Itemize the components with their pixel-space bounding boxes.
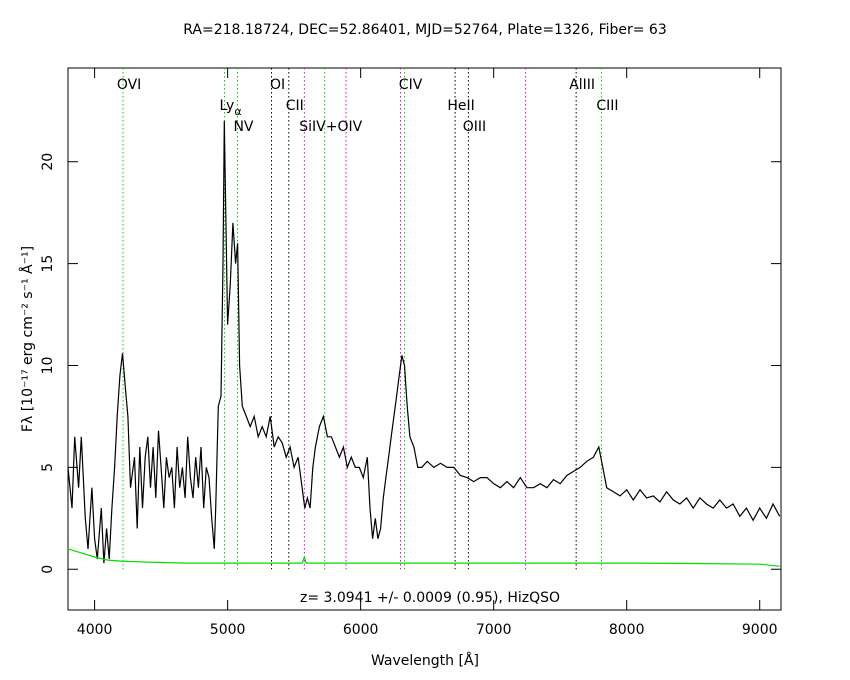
line-label-text: OI [270, 77, 285, 93]
line-label: CII [286, 98, 304, 114]
line-label-text: CIV [399, 77, 423, 93]
line-label-text: NV [233, 119, 253, 135]
annotation: z= 3.0941 +/- 0.0009 (0.95), HizQSO [300, 590, 560, 606]
line-label: AlIII [569, 77, 595, 93]
y-tick-label: 15 [40, 255, 56, 273]
x-tick-label: 6000 [343, 622, 379, 638]
y-tick-label: 0 [40, 565, 56, 574]
line-label-text: HeII [447, 98, 474, 114]
y-tick-label: 5 [40, 463, 56, 472]
line-label: OVI [117, 77, 141, 93]
chart-title: RA=218.18724, DEC=52.86401, MJD=52764, P… [183, 22, 667, 38]
line-label-text: Ly [220, 98, 235, 114]
x-axis-label: Wavelength [Å] [371, 652, 479, 669]
line-label: CIII [596, 98, 618, 114]
line-label-text: CIII [596, 98, 618, 114]
x-tick-label: 9000 [742, 622, 778, 638]
line-label-sub: α [234, 105, 241, 118]
line-label: NV [233, 119, 253, 135]
line-label-text: SiIV+OIV [299, 119, 362, 135]
line-label: Lyα [220, 98, 242, 118]
line-label-text: AlIII [569, 77, 595, 93]
line-label: HeII [447, 98, 474, 114]
y-axis-label: Fλ [10⁻¹⁷ erg cm⁻² s⁻¹ Å⁻¹] [19, 246, 36, 432]
line-label: OI [270, 77, 285, 93]
line-label-text: CII [286, 98, 304, 114]
line-label-text: OVI [117, 77, 141, 93]
line-label: SiIV+OIV [299, 119, 362, 135]
spectrum-line [67, 120, 781, 564]
y-tick-label: 20 [40, 153, 56, 171]
line-label-text: OIII [463, 119, 486, 135]
x-tick-label: 4000 [77, 622, 113, 638]
x-tick-label: 5000 [210, 622, 246, 638]
plot-frame [67, 67, 782, 611]
line-label: OIII [463, 119, 486, 135]
y-tick-label: 10 [40, 357, 56, 375]
spectrum-line [67, 548, 780, 567]
x-tick-label: 8000 [609, 622, 645, 638]
x-tick-label: 7000 [476, 622, 512, 638]
line-label: CIV [399, 77, 423, 93]
